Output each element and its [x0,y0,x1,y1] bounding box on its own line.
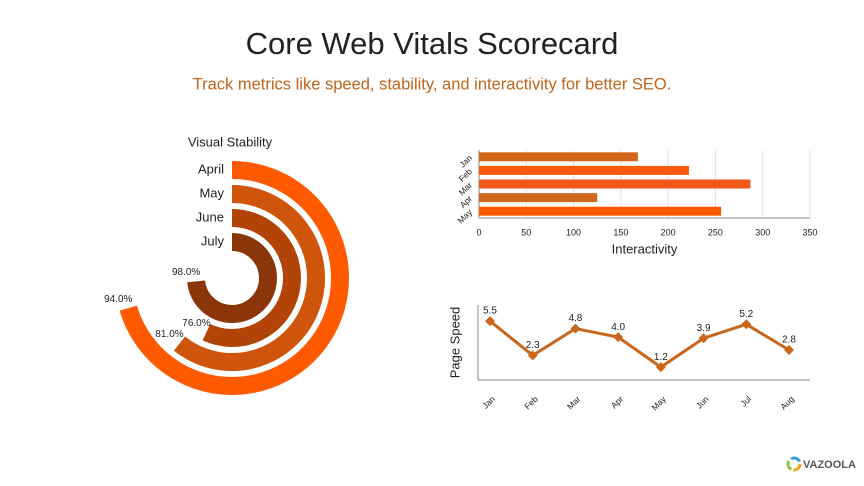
page-title: Core Web Vitals Scorecard [246,26,619,61]
logo-ring [786,456,802,472]
x-tick-label: 150 [613,227,628,237]
value-label: 76.0% [182,318,210,329]
category-label: July [201,233,225,248]
value-label: 5.2 [739,309,753,320]
marker [655,362,666,373]
bar [479,206,722,216]
value-label: 3.9 [697,323,711,334]
category-label: April [198,161,224,176]
x-tick-label: 350 [802,227,817,237]
bar [479,152,638,162]
value-label: 4.8 [568,313,582,324]
x-tick-label: 100 [566,227,581,237]
x-axis-label: Interactivity [612,241,678,256]
bar [479,179,751,189]
radial-bar [187,233,277,323]
marker [613,332,624,343]
logo-icon [786,456,802,472]
line [489,319,790,369]
value-label: 98.0% [172,267,200,278]
marker [485,316,495,327]
category-label: June [196,209,224,224]
radial-bar [119,161,349,395]
marker [527,350,538,361]
y-axis-label: Page Speed [447,307,462,379]
value-label: 4.0 [611,322,625,333]
value-label: 5.5 [483,306,497,317]
radial-bar [173,185,325,371]
x-tick-label: 200 [661,227,676,237]
value-label: 2.3 [526,340,540,351]
marker [741,319,752,330]
value-label: 2.8 [782,335,796,346]
x-tick-label: 50 [521,227,531,237]
value-label: 1.2 [654,352,668,363]
x-tick-label: 0 [476,227,481,237]
value-label: 94.0% [104,294,132,305]
category-label: May [199,185,224,200]
marker [784,345,794,355]
bar [479,165,689,175]
logo-text: VAZOOLA [803,459,856,471]
logo-ring [786,456,802,472]
bar [479,193,598,203]
logo-ring [786,456,802,472]
x-tick-label: 300 [755,227,770,237]
chart-title: Visual Stability [188,134,273,149]
value-label: 81.0% [155,329,183,340]
x-tick-label: 250 [708,227,723,237]
marker [570,323,581,334]
radial-bar [202,209,301,347]
page-subtitle: Track metrics like speed, stability, and… [193,75,672,93]
marker [698,333,709,344]
